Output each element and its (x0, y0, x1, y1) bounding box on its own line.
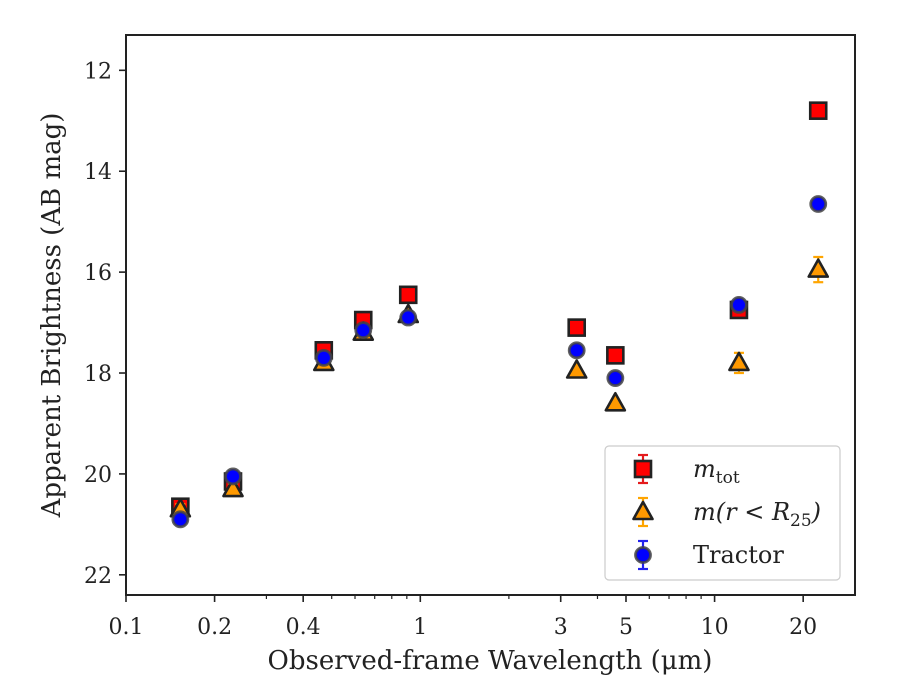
data-point-circle (399, 308, 418, 327)
x-axis-ticks: 0.1 0.2 0.4 1 3 5 10 20 (109, 595, 817, 640)
y-tick-label: 22 (84, 564, 112, 589)
x-tick-label: 0.2 (197, 615, 232, 640)
data-point-circle (809, 195, 828, 213)
y-tick-label: 12 (84, 59, 112, 84)
x-tick-label: 5 (619, 615, 633, 640)
y-axis-label: Apparent Brightness (AB mag) (37, 113, 67, 519)
legend-label: Tractor (693, 541, 784, 569)
data-point-circle (730, 296, 748, 314)
data-point-circle (314, 348, 333, 367)
legend: mtot m(r < R25) Tractor (604, 445, 841, 581)
data-point-circle (354, 321, 373, 340)
x-tick-label: 0.4 (286, 615, 321, 640)
data-point-circle (171, 510, 190, 529)
data-point-circle (606, 369, 625, 387)
y-tick-label: 18 (84, 362, 112, 387)
y-tick-label: 14 (84, 160, 112, 185)
x-tick-label: 3 (554, 615, 568, 640)
y-axis-ticks: 12 14 16 18 20 22 (84, 59, 126, 589)
legend-label: m(r < R25) (693, 498, 821, 531)
legend-marker-circle (634, 546, 652, 564)
legend-label: mtot (693, 455, 740, 488)
x-tick-label: 10 (701, 615, 729, 640)
y-tick-label: 20 (84, 463, 112, 488)
legend-marker-triangle (632, 500, 654, 521)
data-point-square (808, 101, 828, 120)
data-point-square (567, 318, 587, 337)
series-circle (171, 195, 828, 529)
x-tick-label: 0.1 (109, 615, 144, 640)
data-point-triangle (565, 359, 588, 379)
y-tick-label: 16 (84, 261, 112, 286)
x-axis-label: Observed-frame Wavelength (μm) (268, 646, 713, 676)
x-tick-label: 1 (413, 615, 427, 640)
data-point-square (606, 346, 625, 365)
data-point-triangle (604, 391, 627, 412)
data-point-square (398, 285, 418, 305)
legend-marker-square (633, 459, 653, 479)
legend-box (604, 445, 841, 581)
plot-frame (125, 34, 856, 596)
data-point-circle (224, 467, 242, 486)
data-point-triangle (807, 258, 830, 278)
data-point-triangle (222, 477, 244, 498)
data-point-triangle (728, 351, 750, 372)
markers-layer (169, 101, 830, 529)
x-tick-label: 20 (789, 615, 817, 640)
data-point-circle (567, 341, 586, 360)
